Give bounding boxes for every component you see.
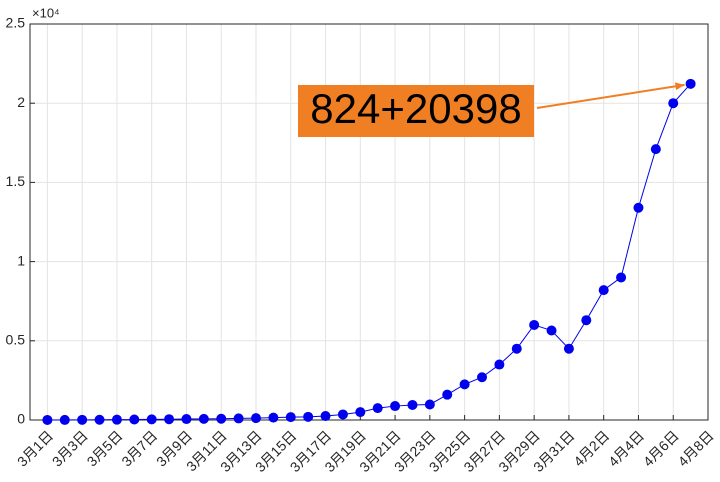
annotation-text: 824+20398: [310, 85, 521, 132]
point: [164, 414, 175, 425]
point: [181, 414, 192, 425]
point: [303, 411, 314, 422]
x-tick-label: 4月4日: [605, 427, 647, 469]
y-tick-label: 0.5: [6, 332, 26, 348]
annotation-arrow: [536, 83, 685, 109]
point: [77, 414, 88, 425]
point: [494, 359, 505, 370]
point: [268, 412, 279, 423]
y-multiplier: ×10⁴: [32, 5, 60, 20]
point: [111, 414, 122, 425]
point: [251, 413, 261, 424]
point: [372, 403, 383, 414]
point: [459, 379, 470, 390]
x-tick-label: 3月3日: [49, 427, 91, 469]
point: [320, 411, 331, 422]
point: [94, 414, 105, 425]
point: [424, 399, 435, 410]
point: [59, 414, 70, 425]
point: [390, 401, 401, 412]
point: [633, 202, 644, 213]
y-tick-label: 2.5: [6, 15, 26, 31]
point: [581, 315, 592, 326]
point: [546, 325, 557, 336]
point: [668, 98, 679, 109]
point: [146, 414, 157, 425]
point: [529, 319, 540, 330]
point: [42, 414, 53, 425]
plot-frame: [29, 23, 709, 421]
point: [216, 413, 227, 424]
x-tick-label: 3月5日: [84, 427, 126, 469]
point: [442, 389, 453, 400]
y-tick-label: 2: [17, 94, 25, 110]
annotation-arrowhead: [674, 82, 685, 91]
point: [285, 412, 296, 423]
point: [477, 372, 487, 383]
point: [511, 343, 522, 354]
x-tick-label: 3月1日: [14, 427, 56, 469]
y-tick-label: 1: [17, 252, 25, 268]
x-tick-label: 4月6日: [640, 427, 682, 469]
point: [598, 285, 609, 296]
x-tick-label: 4月8日: [675, 427, 717, 469]
x-tick-label: 3月7日: [118, 427, 160, 469]
y-tick-label: 1.5: [6, 173, 26, 189]
annotation-box: [298, 85, 534, 137]
point: [650, 144, 661, 155]
point: [198, 413, 209, 424]
point: [563, 343, 574, 354]
point: [407, 399, 418, 410]
y-tick-label: 0: [17, 411, 25, 427]
point: [233, 413, 244, 424]
point: [337, 409, 348, 420]
point: [616, 272, 627, 283]
point: [355, 407, 366, 418]
point: [685, 78, 696, 89]
x-tick-label: 4月2日: [570, 427, 612, 469]
point: [129, 414, 140, 425]
